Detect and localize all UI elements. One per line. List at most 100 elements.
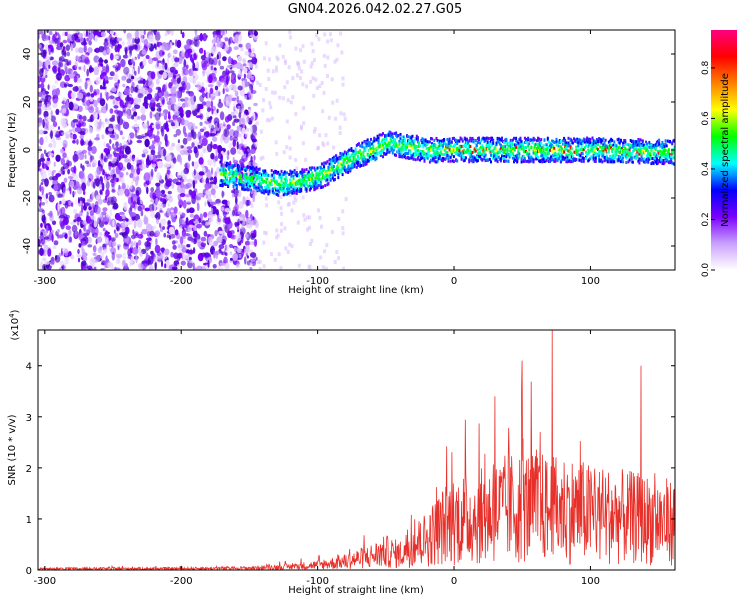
spectrogram-noise-cell xyxy=(273,90,277,95)
spectrogram-ridge-cell xyxy=(413,154,416,157)
spectrogram-noise-cell xyxy=(304,157,307,162)
spectrogram-ridge-cell xyxy=(242,164,245,168)
spectrogram-noise-cell xyxy=(82,197,86,204)
spectrogram-noise-cell xyxy=(290,208,294,213)
spectrogram-noise-cell xyxy=(99,191,103,196)
spectrogram-ridge-cell xyxy=(415,153,418,157)
spectrogram-noise-cell xyxy=(214,229,218,237)
spectrogram-noise-cell xyxy=(218,40,223,48)
spectrogram-noise-cell xyxy=(163,232,166,238)
spectrogram-noise-cell xyxy=(38,107,42,115)
spectrogram-noise-cell xyxy=(199,128,205,133)
spectrogram-ridge-cell xyxy=(483,149,486,153)
spectrogram-noise-cell xyxy=(316,146,320,151)
spectrogram-ridge-cell xyxy=(553,146,556,150)
spectrogram-noise-cell xyxy=(38,129,45,135)
spectrogram-noise-cell xyxy=(38,44,42,49)
spectrogram-noise-cell xyxy=(149,111,153,119)
spectrogram-noise-cell xyxy=(109,52,114,61)
spectrogram-noise-cell xyxy=(226,243,230,252)
spectrogram-ridge-cell xyxy=(570,147,573,151)
spectrogram-noise-cell xyxy=(114,232,119,239)
spectrogram-noise-cell xyxy=(188,69,191,74)
spectrogram-noise-cell xyxy=(172,244,177,250)
spectrogram-ridge-cell xyxy=(267,184,270,188)
spectrogram-ridge-cell xyxy=(399,132,402,136)
spectrogram-noise-cell xyxy=(244,117,249,125)
spectrogram-noise-cell xyxy=(151,163,157,168)
spectrogram-noise-cell xyxy=(112,202,119,210)
spectrogram-ridge-cell xyxy=(564,156,567,160)
spectrogram-ridge-cell xyxy=(400,150,403,154)
spectrogram-noise-cell xyxy=(97,217,101,225)
spectrogram-ridge-cell xyxy=(547,151,550,155)
spectrogram-noise-cell xyxy=(187,48,193,54)
spectrogram-noise-cell xyxy=(192,77,197,85)
spectrogram-noise-cell xyxy=(238,253,242,258)
spectrogram-noise-cell xyxy=(86,68,90,77)
spectrogram-noise-cell xyxy=(43,236,50,240)
spectrogram-noise-cell xyxy=(213,193,217,199)
spectrogram-ridge-cell xyxy=(300,185,303,189)
spectrogram-noise-cell xyxy=(74,127,81,133)
spectrogram-noise-cell xyxy=(283,226,287,231)
spectrogram-noise-cell xyxy=(55,108,60,115)
spectrogram-noise-cell xyxy=(302,213,306,218)
spectrogram-ridge-cell xyxy=(418,141,420,145)
spectrogram-ridge-cell xyxy=(607,147,610,151)
spectrogram-ridge-cell xyxy=(341,173,344,177)
spectrogram-ridge-cell xyxy=(411,146,414,150)
spectrogram-noise-cell xyxy=(168,226,175,235)
spectrogram-noise-cell xyxy=(84,160,90,164)
spectrogram-noise-cell xyxy=(42,119,45,128)
spectrogram-noise-cell xyxy=(224,262,230,270)
spectrogram-noise-cell xyxy=(109,95,115,100)
spectrogram-noise-cell xyxy=(330,77,334,82)
spectrogram-ridge-cell xyxy=(476,148,479,152)
spectrogram-noise-cell xyxy=(279,206,283,211)
spectrogram-ridge-cell xyxy=(358,157,360,161)
spectrogram-ridge-cell xyxy=(326,160,329,164)
spectrogram-noise-cell xyxy=(281,96,285,101)
spectrogram-noise-cell xyxy=(124,146,131,154)
spectrogram-noise-cell xyxy=(48,35,51,41)
spectrogram-noise-cell xyxy=(175,90,181,99)
spectrogram-noise-cell xyxy=(38,30,44,35)
spectrogram-noise-cell xyxy=(82,240,86,246)
spectrogram-noise-cell xyxy=(155,31,160,35)
spectrogram-ridge-cell xyxy=(316,166,319,170)
spectrogram-noise-cell xyxy=(140,209,144,217)
spectrogram-noise-cell xyxy=(77,248,80,255)
spectrogram-noise-cell xyxy=(196,81,202,91)
spectrogram-noise-cell xyxy=(64,62,67,71)
spectrogram-noise-cell xyxy=(161,248,165,254)
spectrogram-noise-cell xyxy=(40,82,45,91)
spectrogram-noise-cell xyxy=(144,105,149,109)
spectrogram-ridge-cell xyxy=(594,156,597,160)
spectrogram-noise-cell xyxy=(202,33,208,42)
spectrogram-noise-cell xyxy=(146,237,152,241)
spectrogram-noise-cell xyxy=(234,90,239,97)
spectrogram-noise-cell xyxy=(77,120,84,127)
spectrogram-noise-cell xyxy=(337,256,340,261)
spectrogram-noise-cell xyxy=(103,157,108,163)
spectrogram-noise-cell xyxy=(86,92,91,97)
spectrogram-noise-cell xyxy=(203,230,208,237)
spectrogram-noise-cell xyxy=(83,44,87,53)
spectrogram-noise-cell xyxy=(291,76,295,81)
spectrogram-noise-cell xyxy=(264,41,268,46)
spectrogram-noise-cell xyxy=(162,226,166,230)
spectrogram-noise-cell xyxy=(181,212,186,217)
spectrogram-noise-cell xyxy=(303,217,307,222)
spectrogram-ridge-cell xyxy=(404,156,407,160)
spectrogram-noise-cell xyxy=(207,84,214,88)
spectrogram-noise-cell xyxy=(329,32,332,37)
spectrogram-noise-cell xyxy=(126,32,133,42)
spectrogram-noise-cell xyxy=(322,90,326,95)
spectrogram-noise-cell xyxy=(165,82,168,90)
spectrogram-noise-cell xyxy=(249,266,253,270)
spectrogram-noise-cell xyxy=(177,243,181,249)
spectrogram-noise-cell xyxy=(103,148,109,153)
spectrogram-noise-cell xyxy=(149,230,155,237)
spectrogram-noise-cell xyxy=(159,175,162,181)
